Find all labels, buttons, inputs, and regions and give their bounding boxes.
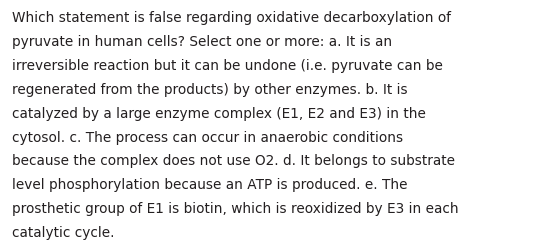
Text: because the complex does not use O2. d. It belongs to substrate: because the complex does not use O2. d. … [12, 154, 455, 168]
Text: prosthetic group of E1 is biotin, which is reoxidized by E3 in each: prosthetic group of E1 is biotin, which … [12, 201, 459, 215]
Text: irreversible reaction but it can be undone (i.e. pyruvate can be: irreversible reaction but it can be undo… [12, 59, 443, 73]
Text: level phosphorylation because an ATP is produced. e. The: level phosphorylation because an ATP is … [12, 178, 408, 192]
Text: catalytic cycle.: catalytic cycle. [12, 225, 115, 239]
Text: Which statement is false regarding oxidative decarboxylation of: Which statement is false regarding oxida… [12, 11, 451, 25]
Text: cytosol. c. The process can occur in anaerobic conditions: cytosol. c. The process can occur in ana… [12, 130, 403, 144]
Text: pyruvate in human cells? Select one or more: a. It is an: pyruvate in human cells? Select one or m… [12, 35, 392, 49]
Text: regenerated from the products) by other enzymes. b. It is: regenerated from the products) by other … [12, 82, 408, 96]
Text: catalyzed by a large enzyme complex (E1, E2 and E3) in the: catalyzed by a large enzyme complex (E1,… [12, 106, 426, 120]
